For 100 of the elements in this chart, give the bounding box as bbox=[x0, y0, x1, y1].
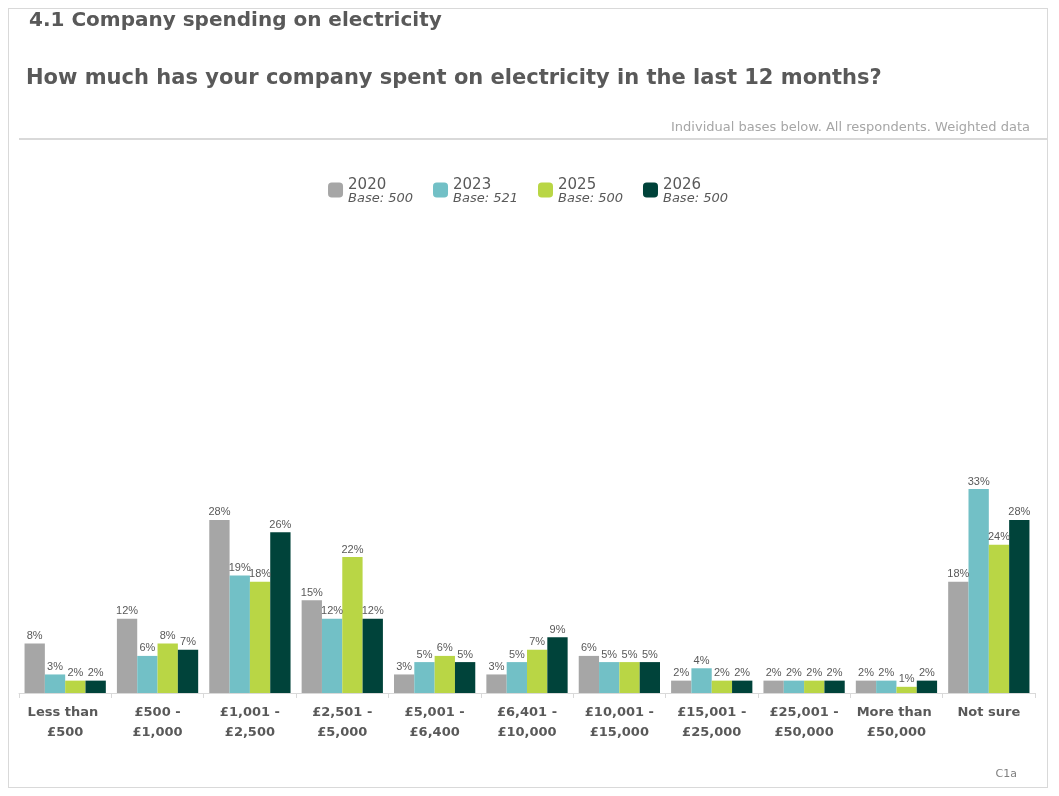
bar bbox=[362, 618, 383, 693]
bar bbox=[434, 655, 455, 693]
data-label: 12% bbox=[116, 604, 139, 617]
data-label: 5% bbox=[641, 647, 659, 660]
data-label: 2% bbox=[878, 666, 895, 679]
data-label: 2% bbox=[918, 666, 936, 679]
data-label: 19% bbox=[228, 561, 251, 574]
bar bbox=[137, 655, 158, 693]
text: 4.1 Company spending on electricity bbox=[29, 7, 442, 31]
data-label: 28% bbox=[208, 505, 231, 518]
data-label: 5% bbox=[621, 647, 638, 660]
x-tick-label: £10,001 - £15,000 bbox=[584, 703, 654, 739]
data-label: 4% bbox=[693, 653, 710, 666]
bar bbox=[1009, 519, 1030, 693]
chart-subtitle: Individual bases below. All respondents. Weighted data bbox=[671, 119, 1031, 134]
bar bbox=[301, 600, 322, 693]
data-label: 2% bbox=[858, 666, 875, 679]
data-label: 5% bbox=[601, 647, 618, 660]
bar bbox=[249, 581, 271, 693]
text: C1a bbox=[995, 767, 1017, 780]
legend-label: 2025 Base: 500 bbox=[558, 174, 623, 205]
x-tick-label: £500 - £1,000 bbox=[132, 703, 183, 739]
bar bbox=[157, 643, 178, 693]
bar bbox=[639, 662, 660, 693]
data-label: 18% bbox=[947, 567, 970, 580]
bar bbox=[342, 557, 363, 693]
bar bbox=[394, 674, 415, 693]
bar bbox=[711, 680, 733, 693]
data-label: 2% bbox=[87, 666, 104, 679]
bar bbox=[486, 674, 507, 693]
x-tick-label: Less than £500 bbox=[27, 703, 103, 739]
data-label: 6% bbox=[139, 641, 156, 654]
bar bbox=[270, 532, 291, 693]
x-tick-label: £5,001 - £6,400 bbox=[404, 703, 465, 739]
data-label: 3% bbox=[396, 659, 413, 672]
bar bbox=[804, 680, 825, 693]
data-label: 2% bbox=[734, 666, 751, 679]
x-tick-label: £1,001 - £2,500 bbox=[219, 703, 280, 739]
bar bbox=[988, 544, 1010, 693]
legend-label: 2023 Base: 521 bbox=[453, 174, 518, 205]
bar bbox=[763, 680, 784, 693]
data-label: 3% bbox=[488, 659, 505, 672]
bar bbox=[506, 662, 527, 693]
bar bbox=[824, 680, 845, 693]
bar bbox=[321, 618, 343, 693]
bar bbox=[547, 637, 568, 693]
bar bbox=[916, 680, 938, 693]
data-label: 26% bbox=[269, 517, 292, 530]
bar bbox=[948, 581, 969, 693]
x-tick-label: £6,401 - £10,000 bbox=[496, 703, 558, 739]
data-label: 22% bbox=[341, 542, 364, 555]
bar bbox=[619, 662, 640, 693]
data-label: 8% bbox=[159, 629, 176, 642]
data-label: 2% bbox=[673, 666, 690, 679]
x-tick-label: £25,001 - £50,000 bbox=[769, 703, 839, 739]
x-tick-label: £2,501 - £5,000 bbox=[312, 703, 373, 739]
data-label: 2% bbox=[765, 666, 782, 679]
bar bbox=[209, 519, 230, 693]
bar bbox=[65, 680, 86, 693]
data-label: 6% bbox=[436, 641, 453, 654]
bar bbox=[671, 680, 692, 693]
data-label: 5% bbox=[508, 647, 525, 660]
bar bbox=[454, 662, 476, 693]
bar bbox=[968, 489, 989, 693]
data-label: 3% bbox=[47, 659, 64, 672]
data-label: 33% bbox=[967, 474, 990, 487]
bar bbox=[599, 662, 620, 693]
x-tick-label: £15,001 - £25,000 bbox=[677, 703, 747, 739]
legend-label: 2026 Base: 500 bbox=[662, 174, 728, 205]
data-label: 6% bbox=[580, 641, 598, 654]
data-label: 2% bbox=[713, 666, 731, 679]
bar bbox=[691, 668, 712, 693]
data-label: 9% bbox=[549, 622, 566, 635]
data-label: 7% bbox=[180, 635, 197, 648]
bar bbox=[24, 643, 45, 693]
data-label: 1% bbox=[898, 672, 915, 685]
bar bbox=[85, 680, 106, 693]
data-label: 15% bbox=[300, 585, 324, 598]
x-tick-label: More than £50,000 bbox=[856, 703, 937, 739]
bar bbox=[177, 649, 199, 693]
data-label: 5% bbox=[457, 647, 474, 660]
bar bbox=[229, 575, 250, 693]
data-label: 5% bbox=[416, 647, 433, 660]
bar bbox=[116, 618, 138, 693]
bar bbox=[44, 674, 66, 693]
legend-label: 2020 Base: 500 bbox=[348, 174, 414, 205]
data-label: 2% bbox=[785, 666, 803, 679]
bar bbox=[855, 680, 877, 693]
data-label: 2% bbox=[806, 666, 823, 679]
data-label: 7% bbox=[529, 635, 546, 648]
bar bbox=[732, 680, 753, 693]
bar bbox=[876, 680, 897, 693]
bar bbox=[896, 686, 917, 693]
data-label: 2% bbox=[826, 666, 843, 679]
x-tick-label: Not sure bbox=[957, 703, 1021, 719]
data-label: 2% bbox=[67, 666, 84, 679]
bar bbox=[783, 680, 805, 693]
chart-title: How much has your company spent on electricity in the last 12 months? bbox=[26, 64, 882, 89]
bar bbox=[414, 662, 435, 693]
bar bbox=[578, 655, 600, 693]
